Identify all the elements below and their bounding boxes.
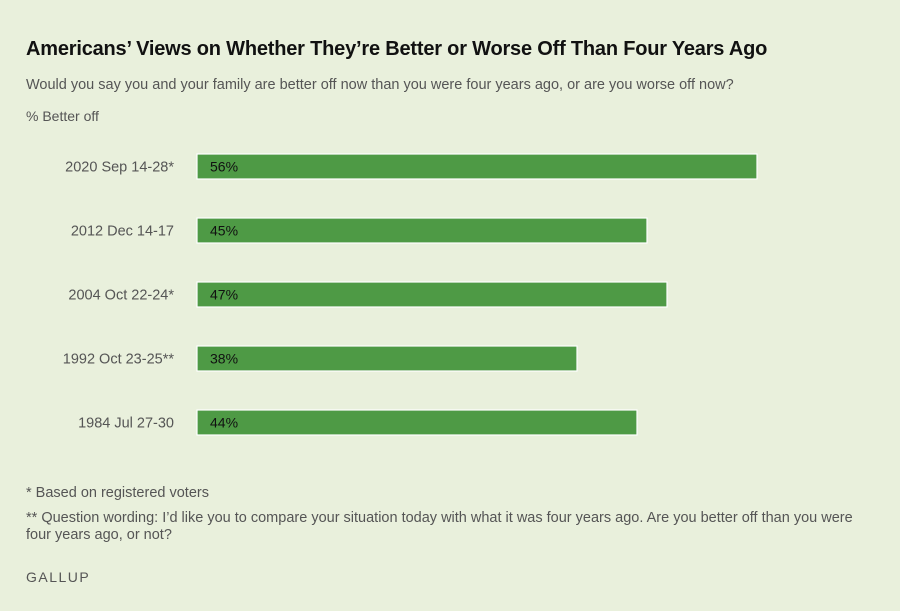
value-label-4: 44% [210,415,238,431]
bar-4 [196,409,638,436]
bar-2 [196,281,668,308]
footnote-question-wording: ** Question wording: I’d like you to com… [26,510,853,543]
category-label-2: 2004 Oct 22-24* [68,288,174,304]
footnote-registered-voters: * Based on registered voters [26,485,209,501]
category-label-0: 2020 Sep 14-28* [65,160,174,176]
value-label-3: 38% [210,351,238,367]
bar-1 [196,217,648,244]
measure-label: % Better off [26,108,99,124]
value-label-2: 47% [210,287,238,303]
category-label-4: 1984 Jul 27-30 [78,416,174,432]
category-label-3: 1992 Oct 23-25** [63,352,175,368]
value-label-1: 45% [210,223,238,239]
bar-0 [196,153,758,180]
bar-chart: 2020 Sep 14-28* 56% 2012 Dec 14-17 45% 2004 … [63,153,758,436]
chart-subtitle: Would you say you and your family are be… [26,77,734,93]
category-label-1: 2012 Dec 14-17 [71,224,174,240]
source-logo-text: GALLUP [26,569,91,585]
value-label-0: 56% [210,159,238,175]
chart-title: Americans’ Views on Whether They’re Bett… [26,38,768,60]
bar-3 [196,345,578,372]
